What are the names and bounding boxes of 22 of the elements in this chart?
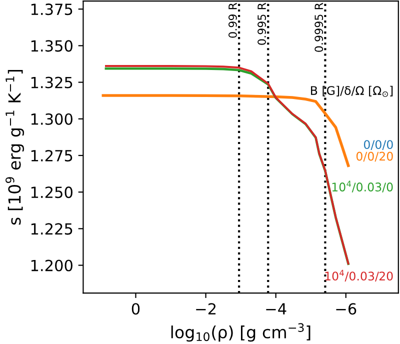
y-tick-label: 1.325: [31, 76, 72, 88]
ref-line-label: 0.99 R: [228, 2, 237, 38]
series-label: 0/0/20: [356, 152, 393, 162]
y-tick-label: 1.300: [31, 113, 72, 125]
x-tick-label: −2: [196, 303, 216, 314]
legend-label: 0/0/0: [364, 140, 393, 150]
y-tick-label: 1.350: [31, 40, 72, 52]
x-tick-label: −4: [266, 303, 286, 314]
legend-title: B [G]/δ/Ω [Ω$_{⊙}$]: [311, 86, 393, 97]
y-axis-title: s [10$^{9}$ erg g$^{−1}$ K$^{−1}$]: [6, 70, 24, 225]
x-tick-label: −6: [336, 303, 356, 315]
y-tick-label: 1.275: [31, 150, 72, 162]
x-axis-title: log$_{10}$(ρ) [g cm$^{−3}$]: [171, 323, 310, 342]
ref-line-label: 0.9995 R: [314, 2, 324, 52]
y-tick-label: 1.250: [31, 186, 72, 198]
y-tick-label: 1.200: [31, 260, 72, 272]
x-tick-label: 0: [132, 303, 140, 315]
y-tick-label: 1.225: [31, 223, 72, 235]
ref-line-label: 0.995 R: [258, 2, 266, 45]
series-label: 10$^{4}$/0.03/0: [332, 180, 393, 192]
y-tick-label: 1.375: [31, 4, 72, 16]
series-label: 10$^{4}$/0.03/20: [325, 270, 393, 282]
